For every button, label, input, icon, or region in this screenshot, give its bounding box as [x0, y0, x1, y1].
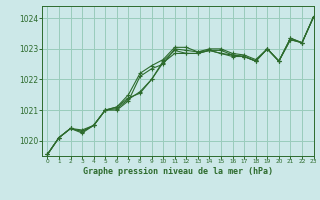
X-axis label: Graphe pression niveau de la mer (hPa): Graphe pression niveau de la mer (hPa)	[83, 167, 273, 176]
